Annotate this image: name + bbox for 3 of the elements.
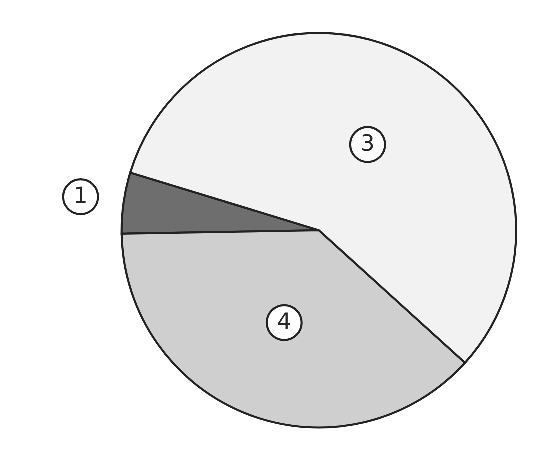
slice-label: 1 xyxy=(76,186,86,204)
slice-label: 3 xyxy=(362,134,374,152)
slice-label: 4 xyxy=(278,312,290,329)
